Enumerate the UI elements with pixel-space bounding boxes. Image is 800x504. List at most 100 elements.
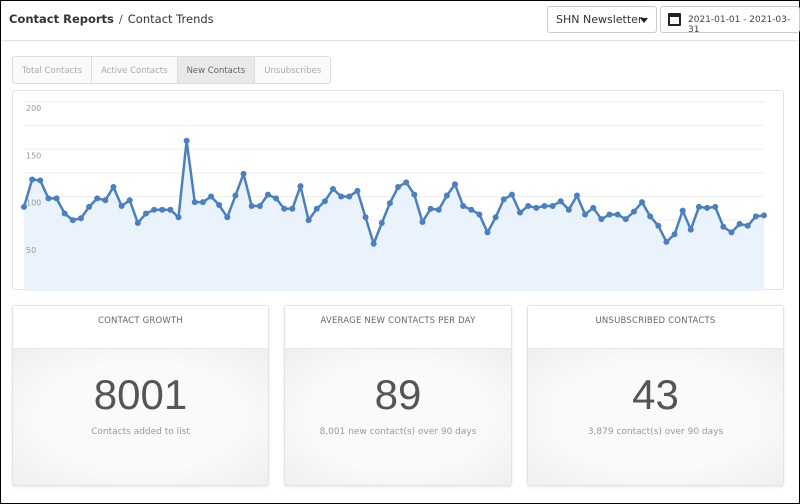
- data-point: [289, 205, 296, 212]
- data-point: [110, 184, 117, 191]
- data-point: [175, 214, 182, 221]
- data-point: [525, 202, 532, 209]
- calendar-icon: [668, 13, 681, 26]
- data-point: [655, 222, 662, 229]
- data-point: [386, 200, 393, 207]
- data-point: [761, 212, 767, 219]
- list-select-value: SHN Newsletter: [556, 13, 643, 26]
- data-point: [126, 197, 133, 204]
- tab-active-contacts[interactable]: Active Contacts: [92, 57, 178, 83]
- data-point: [77, 215, 84, 222]
- card-title: AVERAGE NEW CONTACTS PER DAY: [285, 306, 511, 349]
- data-point: [606, 211, 613, 218]
- data-point: [378, 219, 385, 226]
- data-point: [500, 196, 507, 203]
- y-tick-label: 100: [26, 199, 41, 208]
- chart-svg: 50 100 150 200: [21, 101, 767, 291]
- caret-down-icon: [640, 18, 648, 23]
- tab-total-contacts[interactable]: Total Contacts: [13, 57, 93, 83]
- data-point: [248, 202, 255, 209]
- data-point: [216, 202, 223, 209]
- date-range-picker[interactable]: 2021-01-01 - 2021-03-31: [660, 6, 800, 35]
- data-point: [208, 193, 215, 200]
- tab-new-contacts[interactable]: New Contacts: [177, 57, 256, 83]
- data-point: [541, 202, 548, 209]
- breadcrumb-separator: /: [118, 12, 123, 26]
- card-subtitle: Contacts added to list: [91, 427, 190, 437]
- breadcrumb: Contact Reports / Contact Trends: [9, 12, 214, 26]
- data-point: [728, 229, 735, 236]
- breadcrumb-parent-link[interactable]: Contact Reports: [9, 12, 114, 26]
- data-point: [313, 205, 320, 212]
- data-point: [663, 238, 670, 245]
- data-point: [86, 203, 93, 210]
- card-value: 43: [632, 371, 679, 418]
- data-point: [744, 222, 751, 229]
- data-point: [622, 216, 629, 223]
- data-point: [517, 209, 524, 216]
- data-point: [492, 214, 499, 221]
- data-point: [240, 170, 247, 177]
- data-point: [134, 219, 141, 226]
- tab-unsubscribes[interactable]: Unsubscribes: [264, 66, 322, 76]
- card-subtitle: 3,879 contact(s) over 90 days: [587, 427, 724, 437]
- data-point: [565, 206, 572, 213]
- data-point: [679, 207, 686, 214]
- data-point: [508, 191, 515, 198]
- data-point: [573, 192, 580, 199]
- list-select[interactable]: SHN Newsletter: [547, 6, 657, 33]
- unsubscribed-contacts-card: UNSUBSCRIBED CONTACTS 43 3,879 contact(s)…: [527, 305, 784, 486]
- y-tick-label: 200: [26, 104, 41, 113]
- data-point: [370, 240, 377, 247]
- data-point: [37, 177, 44, 184]
- y-tick-label: 150: [26, 151, 41, 160]
- data-point: [419, 219, 426, 226]
- data-point: [549, 202, 556, 209]
- data-point: [362, 214, 369, 221]
- data-point: [142, 210, 149, 217]
- new-contacts-chart: 50 100 150 200: [12, 90, 784, 291]
- date-range-value: 2021-01-01 - 2021-03-31: [688, 15, 791, 35]
- area-fill: [24, 140, 764, 291]
- data-point: [321, 198, 328, 205]
- data-point: [61, 210, 68, 217]
- data-point: [403, 179, 410, 186]
- data-point: [346, 193, 353, 200]
- data-point: [752, 213, 759, 220]
- data-point: [695, 203, 702, 210]
- contact-growth-card: CONTACT GROWTH 8001 Contacts added to lis…: [12, 305, 269, 486]
- card-value: 89: [374, 371, 422, 418]
- breadcrumb-current: Contact Trends: [127, 12, 214, 26]
- data-point: [476, 211, 483, 218]
- data-point: [45, 195, 52, 202]
- data-point: [232, 192, 239, 199]
- data-point: [687, 226, 694, 233]
- data-point: [395, 184, 402, 191]
- data-point: [264, 191, 271, 198]
- data-point: [151, 206, 158, 213]
- data-point: [29, 176, 36, 183]
- data-point: [460, 202, 467, 209]
- data-point: [305, 217, 312, 224]
- data-point: [533, 204, 540, 211]
- data-point: [256, 202, 263, 209]
- data-point: [598, 216, 605, 223]
- data-point: [167, 206, 174, 213]
- data-point: [411, 191, 418, 198]
- data-point: [712, 203, 719, 210]
- data-point: [435, 206, 442, 213]
- data-point: [468, 206, 475, 213]
- data-point: [557, 198, 564, 205]
- data-point: [273, 195, 280, 202]
- data-point: [224, 214, 231, 221]
- data-point: [647, 213, 654, 220]
- data-point: [590, 204, 597, 211]
- data-point: [354, 187, 361, 194]
- data-point: [281, 205, 288, 212]
- data-point: [199, 199, 206, 206]
- data-point: [582, 211, 589, 218]
- card-value: 8001: [93, 371, 188, 418]
- data-point: [639, 199, 646, 206]
- data-point: [671, 231, 678, 238]
- y-tick-label: 50: [26, 246, 36, 255]
